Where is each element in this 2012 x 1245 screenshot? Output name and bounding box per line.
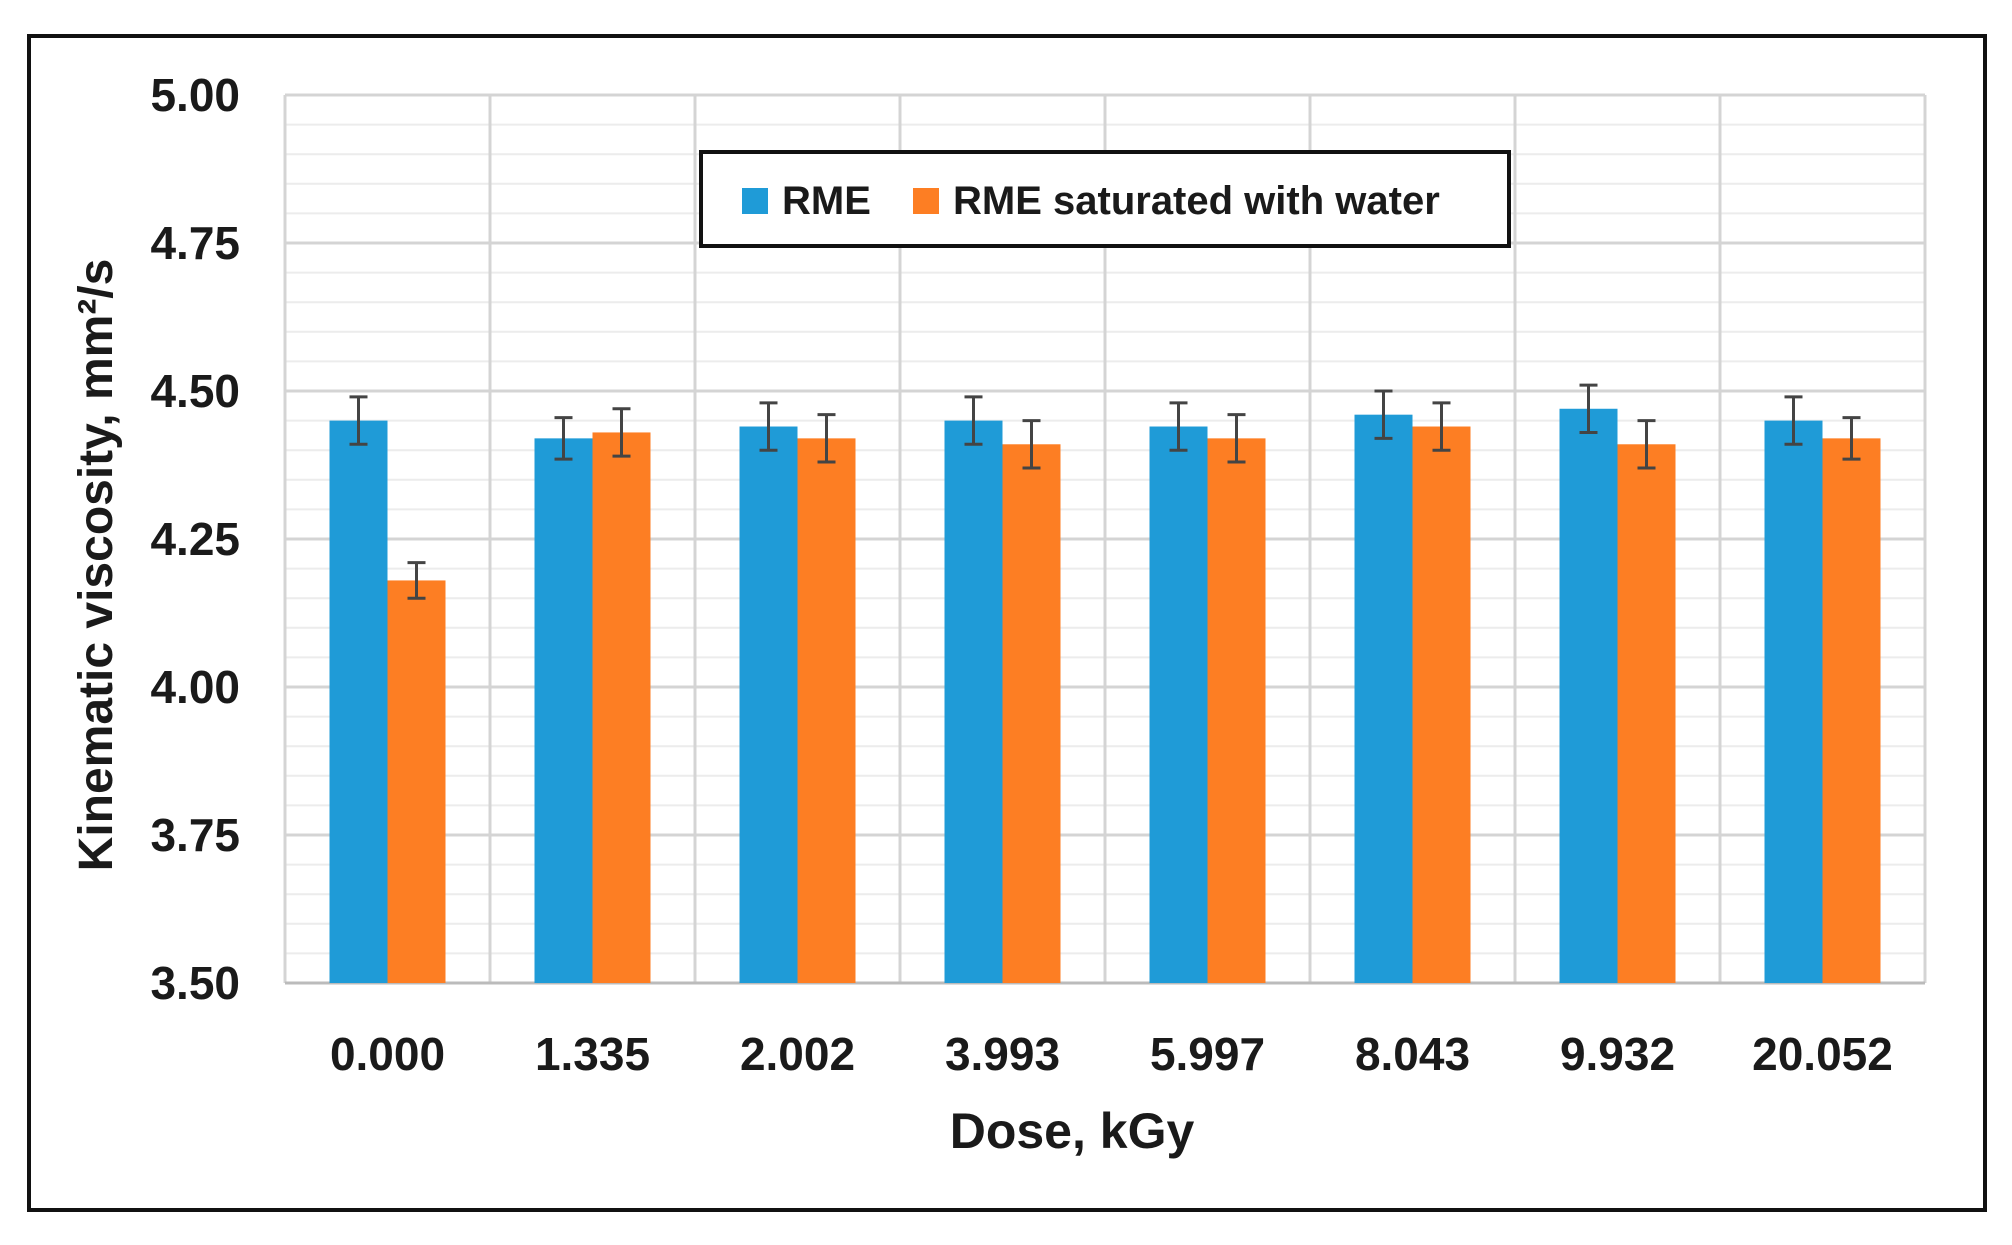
y-tick-label: 3.75 <box>150 809 240 861</box>
error-bar <box>1374 389 1393 440</box>
error-bar <box>612 407 631 458</box>
legend-box <box>699 150 1511 248</box>
legend-label-water: RME saturated with water <box>953 179 1440 223</box>
error-bar <box>554 416 573 461</box>
y-tick-label: 5.00 <box>150 69 240 121</box>
error-bar <box>1579 383 1598 434</box>
bar <box>534 438 593 983</box>
bar <box>329 420 388 984</box>
x-tick-label: 0.000 <box>330 1028 445 1080</box>
y-tick-label: 4.50 <box>150 365 240 417</box>
y-axis-title: Kinematic viscosity, mm²/s <box>70 259 123 872</box>
error-bar <box>1432 401 1451 452</box>
y-tick-label: 4.75 <box>150 217 240 269</box>
error-bar <box>964 395 983 446</box>
bar <box>387 580 446 983</box>
bar <box>739 426 798 983</box>
error-bar <box>817 413 836 464</box>
x-tick-label: 1.335 <box>535 1028 650 1080</box>
x-tick-label: 8.043 <box>1355 1028 1470 1080</box>
x-tick-labels: 0.000 1.335 2.002 3.993 5.997 8.043 9.932 20.05… <box>330 1028 1893 1080</box>
x-tick-label: 9.932 <box>1560 1028 1675 1080</box>
y-tick-label: 4.25 <box>150 513 240 565</box>
error-bar <box>349 395 368 446</box>
bar <box>1559 408 1618 983</box>
x-tick-label: 20.052 <box>1752 1028 1893 1080</box>
bar <box>944 420 1003 984</box>
y-tick-labels: 3.50 3.75 4.00 4.25 4.50 4.75 5.00 <box>150 69 240 1009</box>
bars <box>329 383 1881 984</box>
x-tick-label: 3.993 <box>945 1028 1060 1080</box>
legend: RME RME saturated with water <box>699 150 1511 248</box>
bar <box>592 432 651 983</box>
error-bar <box>1842 416 1861 461</box>
bar <box>1002 444 1061 983</box>
error-bar <box>407 561 426 600</box>
y-tick-label: 4.00 <box>150 661 240 713</box>
error-bar <box>1169 401 1188 452</box>
bar <box>1617 444 1676 983</box>
x-axis-title: Dose, kGy <box>950 1103 1195 1159</box>
error-bar <box>759 401 778 452</box>
x-tick-label: 2.002 <box>740 1028 855 1080</box>
legend-label-rme: RME <box>782 179 871 223</box>
x-tick-label: 5.997 <box>1150 1028 1265 1080</box>
legend-swatch-water <box>913 188 939 214</box>
error-bar <box>1637 419 1656 470</box>
error-bar <box>1227 413 1246 464</box>
bar <box>797 438 856 983</box>
bar <box>1764 420 1823 984</box>
bar <box>1207 438 1266 983</box>
bar <box>1822 438 1881 983</box>
bar <box>1354 414 1413 983</box>
error-bar <box>1784 395 1803 446</box>
bar <box>1412 426 1471 983</box>
y-tick-label: 3.50 <box>150 957 240 1009</box>
bar <box>1149 426 1208 983</box>
legend-swatch-rme <box>742 188 768 214</box>
error-bar <box>1022 419 1041 470</box>
